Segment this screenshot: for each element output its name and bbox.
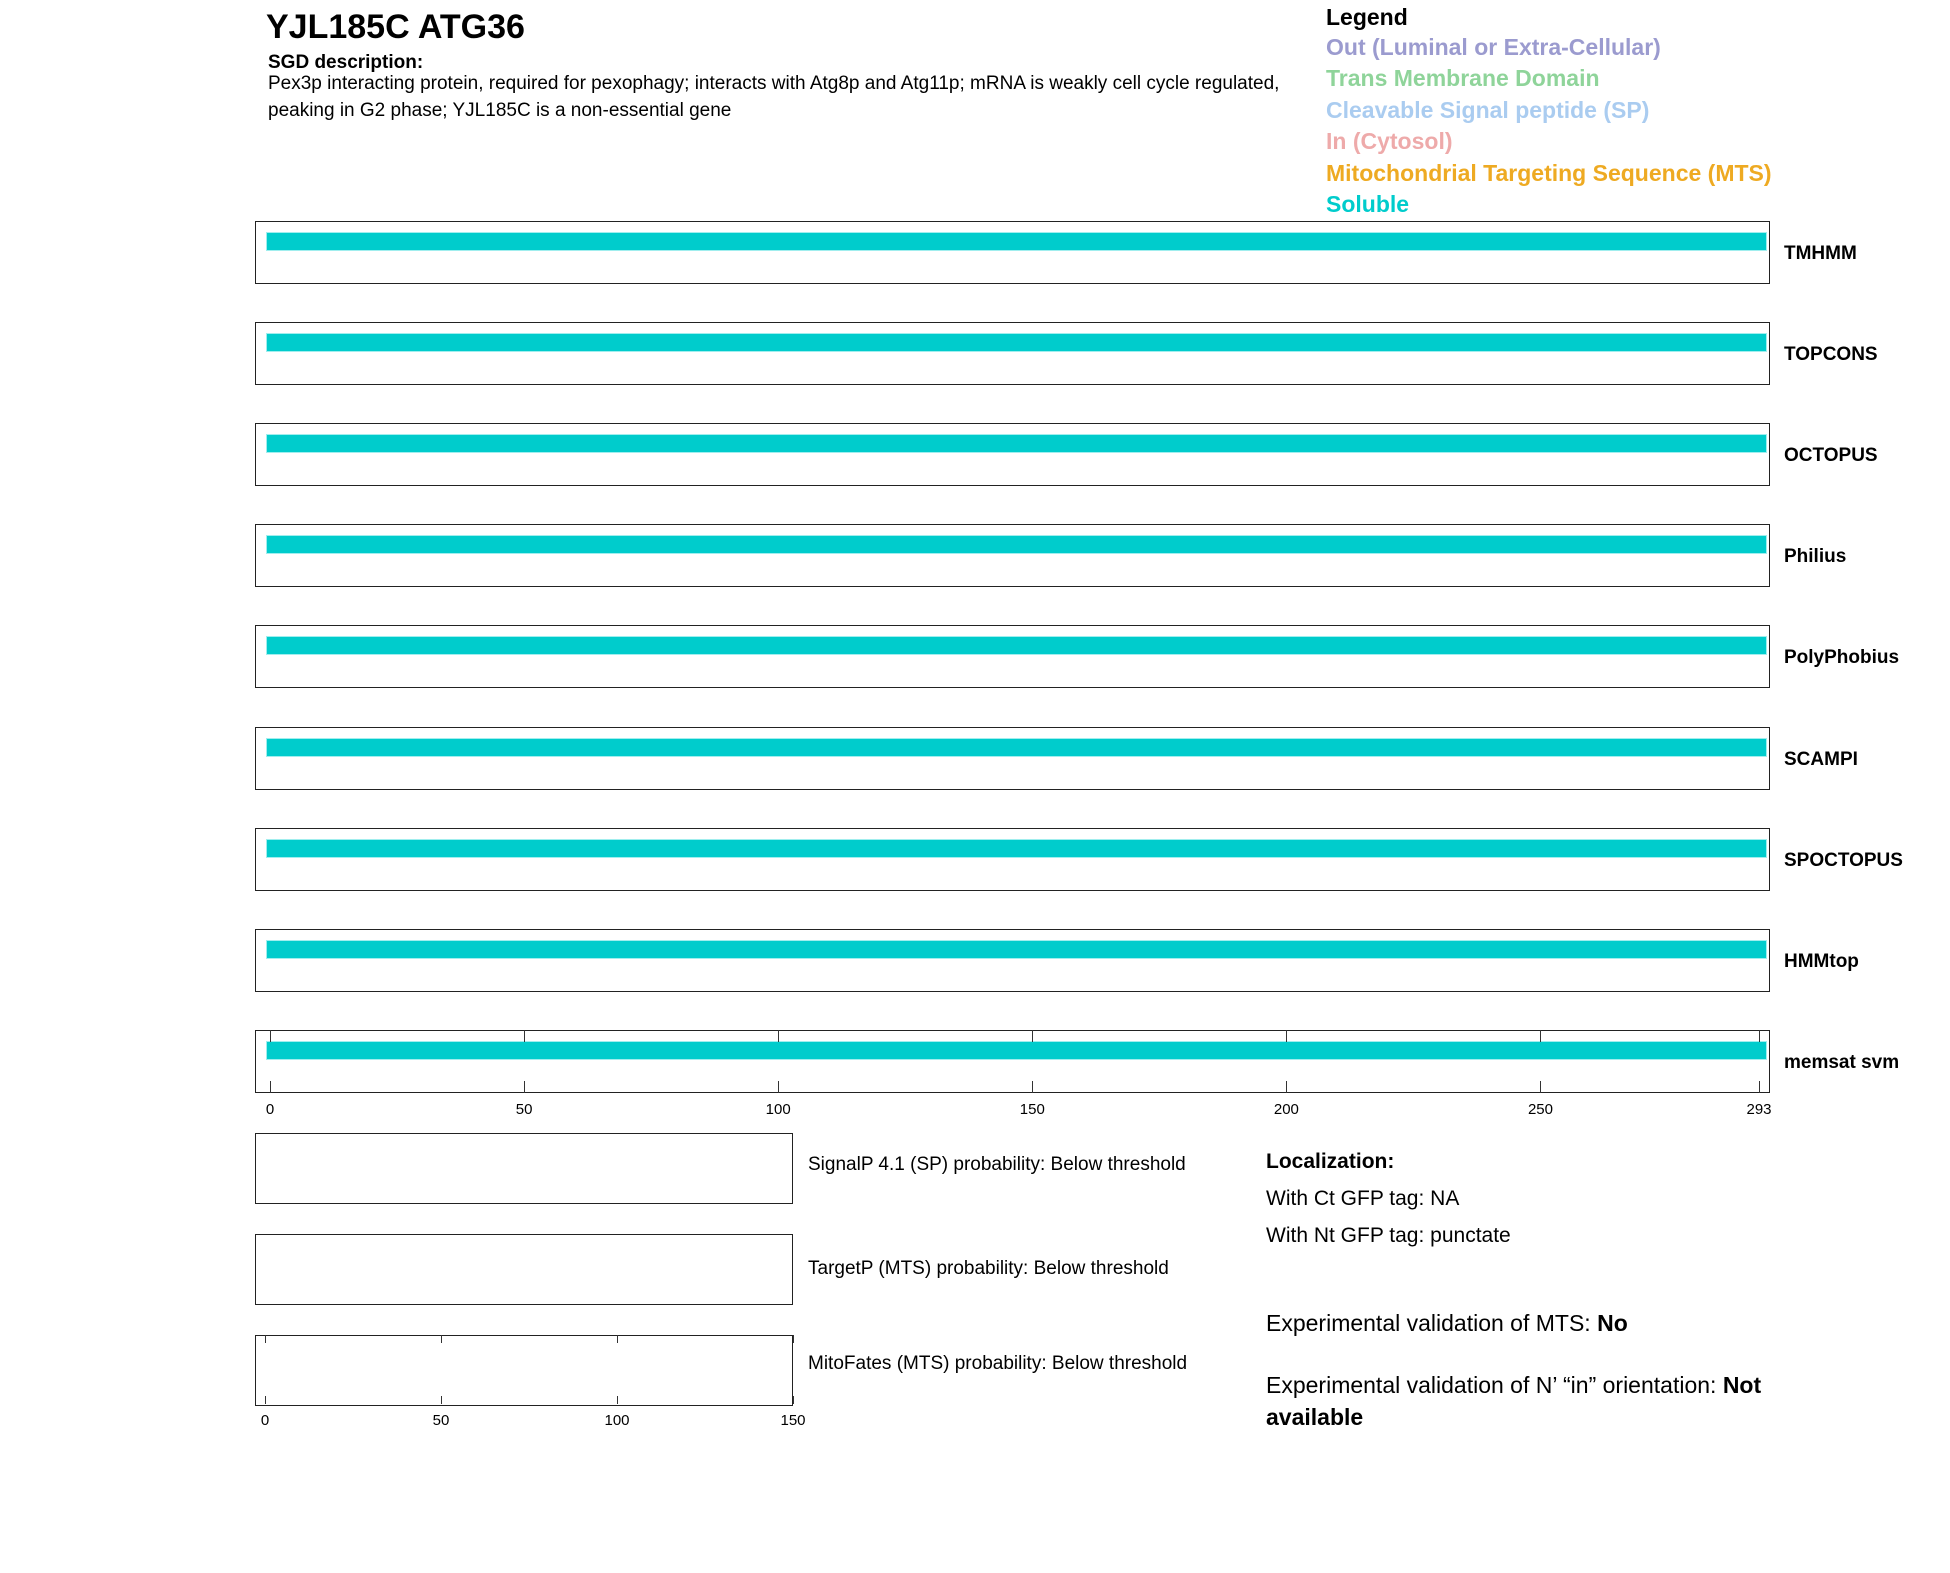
localization-nt: With Nt GFP tag: punctate <box>1266 1224 1511 1247</box>
legend-item: Mitochondrial Targeting Sequence (MTS) <box>1326 160 1772 186</box>
prediction-text: MitoFates (MTS) probability: Below thres… <box>808 1353 1188 1374</box>
soluble-segment <box>267 941 1766 958</box>
prediction-plot <box>255 1335 793 1406</box>
mts-validation-label: Experimental validation of MTS: <box>1266 1310 1598 1336</box>
small-axis-tick <box>265 1396 266 1404</box>
track-spoctopus <box>255 828 1770 891</box>
small-axis-tick <box>617 1396 618 1404</box>
gene-title: YJL185C ATG36 <box>266 8 525 46</box>
axis-tick <box>1032 1081 1034 1093</box>
axis-tick-label: 0 <box>265 1101 275 1118</box>
small-axis-tick <box>793 1335 794 1343</box>
axis-tick <box>778 1030 780 1042</box>
small-axis-tick-label: 150 <box>780 1412 806 1429</box>
prediction-text: TargetP (MTS) probability: Below thresho… <box>808 1258 1169 1279</box>
soluble-segment <box>267 536 1766 553</box>
localization-heading: Localization: <box>1266 1150 1395 1173</box>
track-tmhmm <box>255 221 1770 284</box>
sgd-heading: SGD description: <box>268 52 424 73</box>
track-label: SPOCTOPUS <box>1784 850 1903 871</box>
track-hmmtop <box>255 929 1770 992</box>
axis-tick <box>1540 1081 1542 1093</box>
track-label: memsat svm <box>1784 1052 1900 1073</box>
track-topcons <box>255 322 1770 385</box>
axis-tick-label: 293 <box>1746 1101 1772 1118</box>
soluble-segment <box>267 233 1766 250</box>
small-axis-tick <box>265 1335 266 1343</box>
axis-tick-label: 100 <box>765 1101 791 1118</box>
track-label: Philius <box>1784 546 1847 567</box>
orientation-validation-label: Experimental validation of N’ “in” orien… <box>1266 1372 1723 1398</box>
soluble-segment <box>267 739 1766 756</box>
prediction-plot <box>255 1234 793 1305</box>
track-label: HMMtop <box>1784 951 1859 972</box>
axis-tick-label: 150 <box>1019 1101 1045 1118</box>
axis-tick <box>778 1081 780 1093</box>
orientation-validation: Experimental validation of N’ “in” orien… <box>1266 1369 1856 1433</box>
track-label: TOPCONS <box>1784 344 1878 365</box>
sgd-description: Pex3p interacting protein, required for … <box>268 73 1280 121</box>
axis-tick-label: 250 <box>1527 1101 1553 1118</box>
axis-tick <box>270 1030 271 1042</box>
legend-title: Legend <box>1326 4 1408 30</box>
legend-item: Soluble <box>1326 191 1410 217</box>
localization-ct: With Ct GFP tag: NA <box>1266 1187 1460 1210</box>
axis-tick <box>1759 1081 1760 1093</box>
soluble-segment <box>267 334 1766 351</box>
axis-tick <box>1032 1030 1034 1042</box>
axis-tick <box>1540 1030 1542 1042</box>
track-memsat-svm <box>255 1030 1770 1093</box>
small-axis-tick <box>441 1396 442 1404</box>
soluble-segment <box>267 637 1766 654</box>
track-label: OCTOPUS <box>1784 445 1878 466</box>
mts-validation: Experimental validation of MTS: No <box>1266 1310 1628 1337</box>
track-label: PolyPhobius <box>1784 647 1900 668</box>
axis-tick <box>1286 1081 1288 1093</box>
legend-item: Out (Luminal or Extra-Cellular) <box>1326 34 1661 60</box>
track-philius <box>255 524 1770 587</box>
axis-tick <box>270 1081 271 1093</box>
track-polyphobius <box>255 625 1770 688</box>
track-label: TMHMM <box>1784 243 1857 264</box>
track-octopus <box>255 423 1770 486</box>
small-axis-tick <box>441 1335 442 1343</box>
track-label: SCAMPI <box>1784 749 1858 770</box>
soluble-segment <box>267 435 1766 452</box>
axis-tick-label: 200 <box>1273 1101 1299 1118</box>
soluble-segment <box>267 1042 1766 1059</box>
legend-item: Trans Membrane Domain <box>1326 65 1600 91</box>
prediction-text: SignalP 4.1 (SP) probability: Below thre… <box>808 1154 1186 1175</box>
axis-tick <box>524 1081 526 1093</box>
legend-item: Cleavable Signal peptide (SP) <box>1326 97 1650 123</box>
axis-tick-label: 50 <box>515 1101 533 1118</box>
axis-tick <box>1286 1030 1288 1042</box>
track-scampi <box>255 727 1770 790</box>
small-axis-tick <box>617 1335 618 1343</box>
mts-validation-value: No <box>1597 1310 1628 1336</box>
small-axis-tick <box>793 1396 794 1404</box>
prediction-plot <box>255 1133 793 1204</box>
legend-item: In (Cytosol) <box>1326 128 1453 154</box>
axis-tick <box>1759 1030 1760 1042</box>
small-axis-tick-label: 0 <box>260 1412 270 1429</box>
small-axis-tick-label: 50 <box>432 1412 450 1429</box>
small-axis-tick-label: 100 <box>604 1412 630 1429</box>
orientation-validation-value: Not available <box>1266 1372 1762 1430</box>
axis-tick <box>524 1030 526 1042</box>
soluble-segment <box>267 840 1766 857</box>
